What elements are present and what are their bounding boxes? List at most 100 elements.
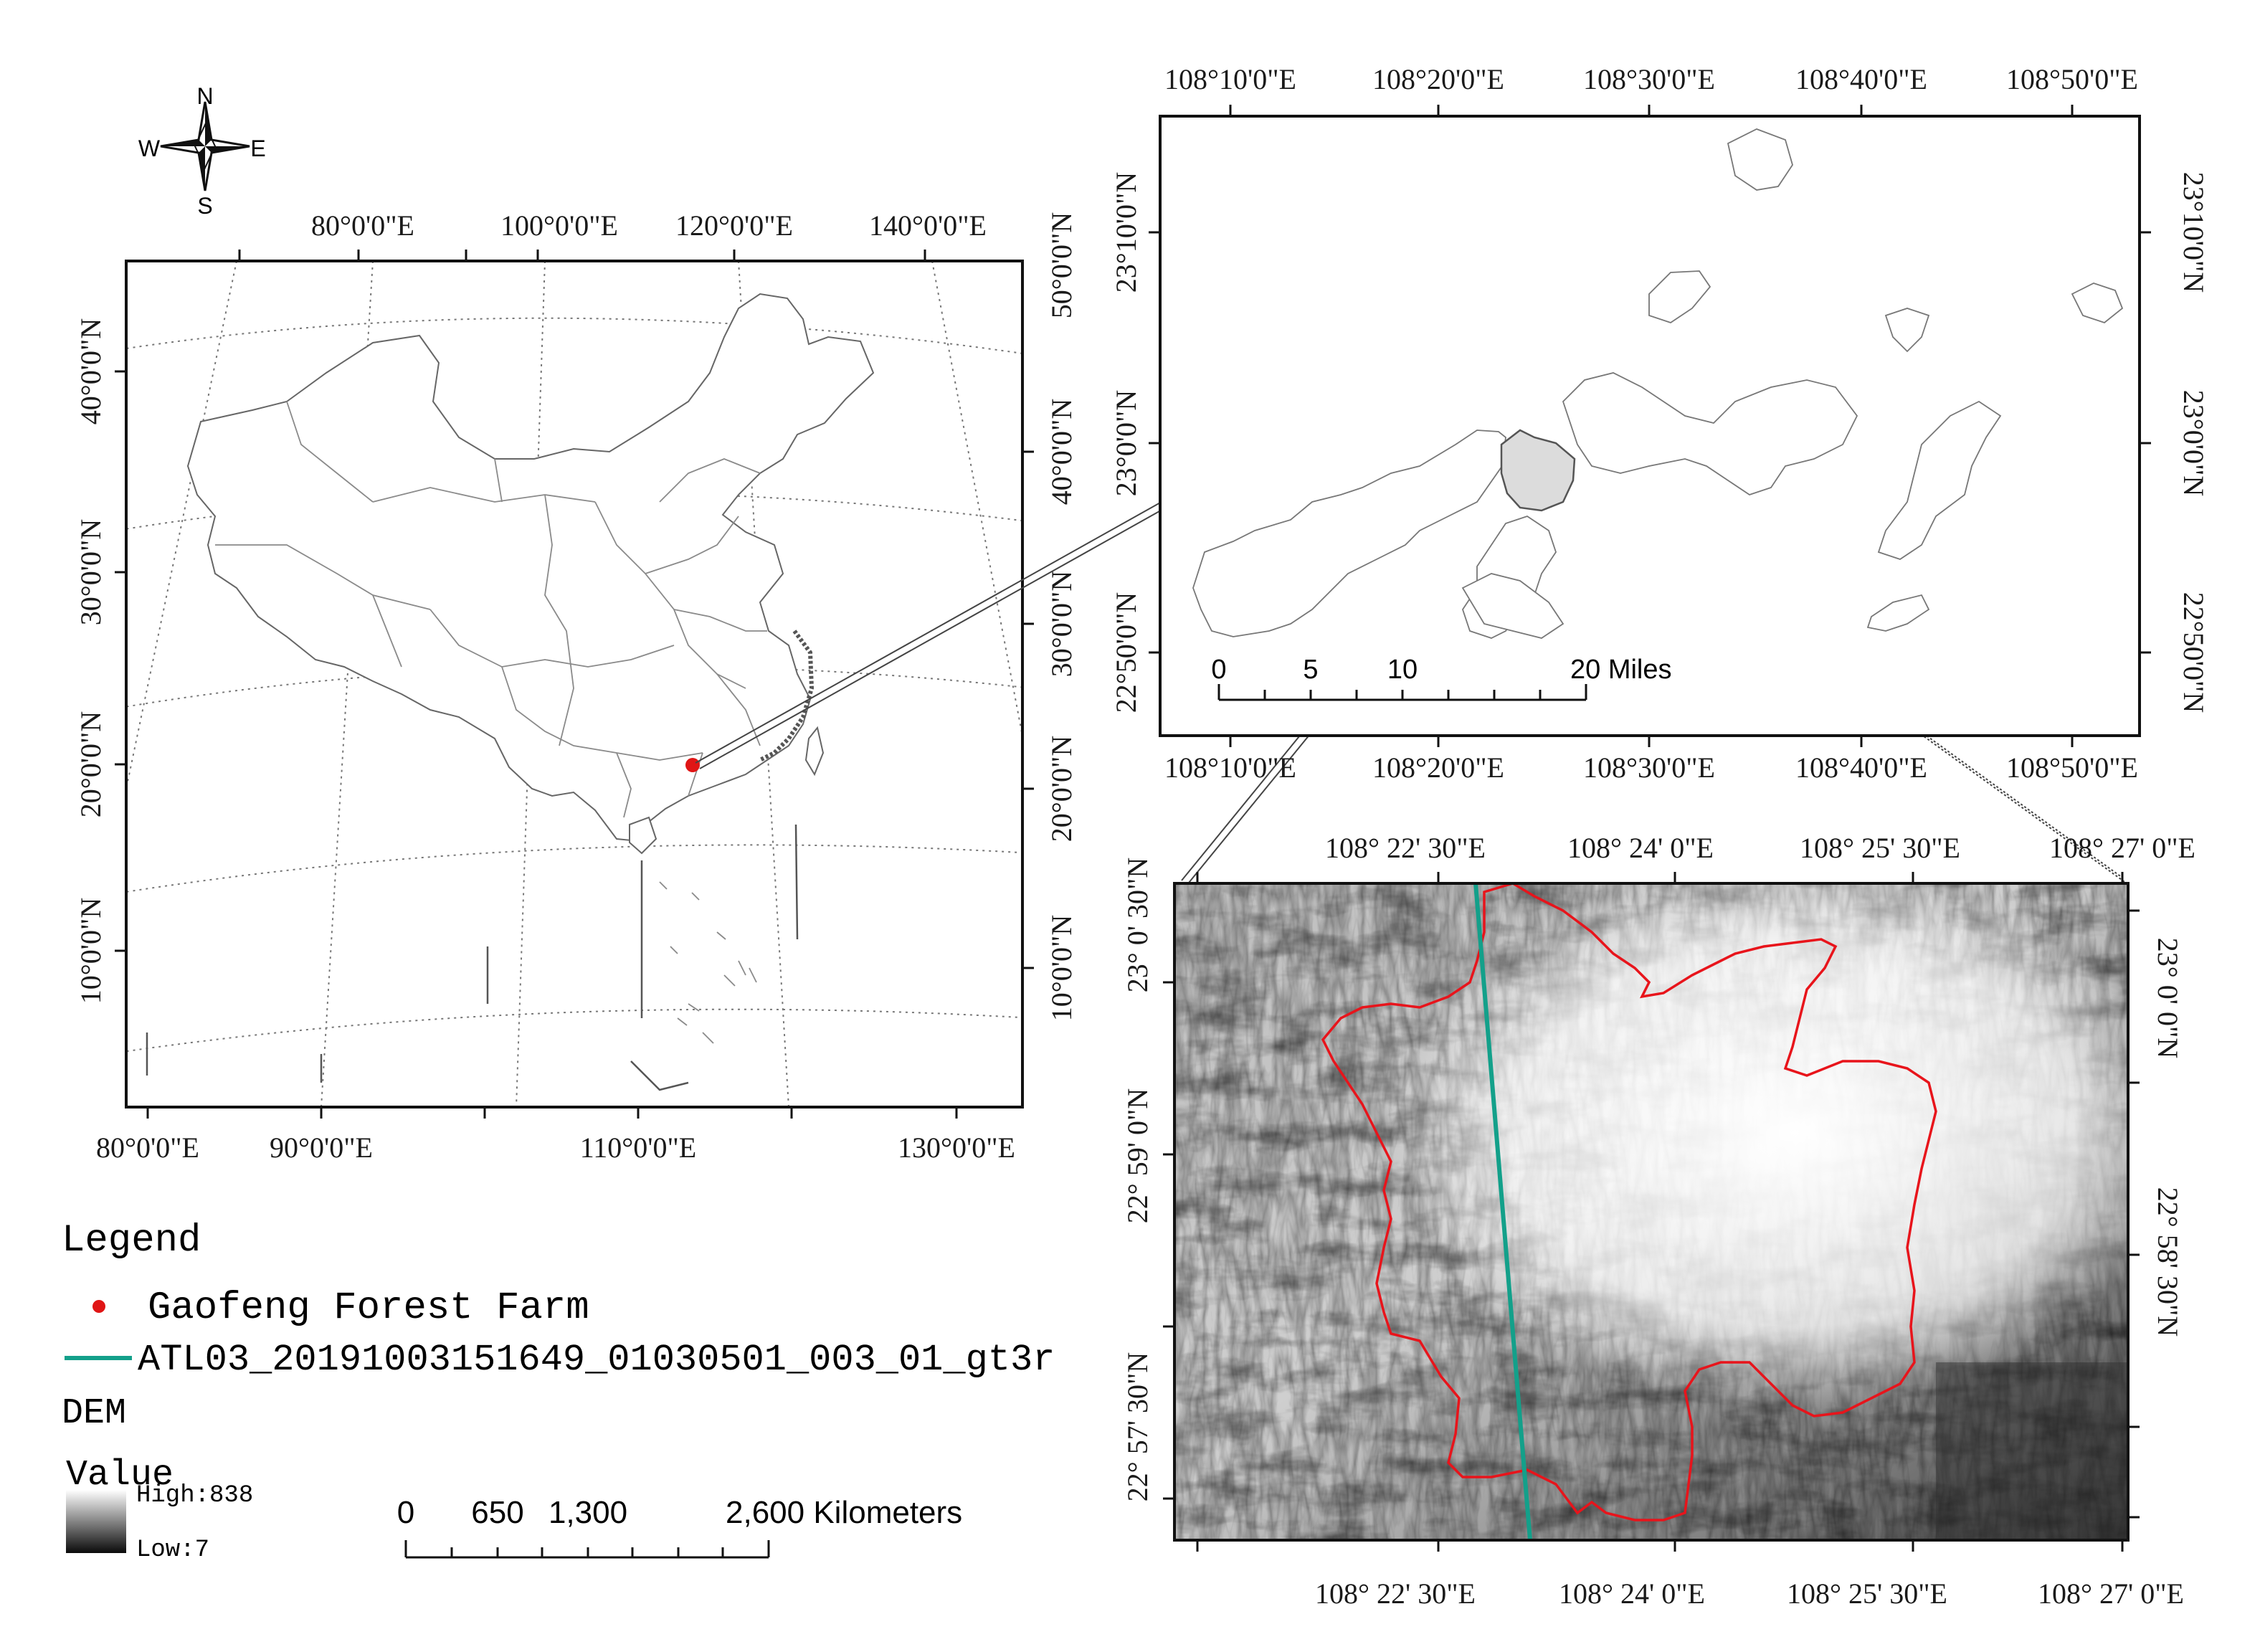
dem-bottom-tick-label: 108° 25' 30"E xyxy=(1787,1577,1947,1610)
compass-rose-icon xyxy=(160,101,250,191)
county-top-tick-label: 108°40'0"E xyxy=(1795,63,1927,95)
overview-map: 80°0'0"E 100°0'0"E 120°0'0"E 140°0'0"E 8… xyxy=(75,209,1078,1164)
overview-right-tick-label: 20°0'0"N xyxy=(1045,736,1078,842)
km-scale-label: 650 xyxy=(471,1495,523,1530)
farm-legend-label: Gaofeng Forest Farm xyxy=(148,1286,589,1330)
overview-bottom-tick-label: 110°0'0"E xyxy=(580,1131,696,1164)
county-bottom-tick-label: 108°20'0"E xyxy=(1372,751,1504,784)
overview-bottom-tick-label: 90°0'0"E xyxy=(270,1131,373,1164)
overview-bottom-tick-label: 80°0'0"E xyxy=(96,1131,199,1164)
county-tick-marks xyxy=(1149,105,2151,747)
coastline-detail xyxy=(759,630,815,762)
miles-scale-label: 5 xyxy=(1303,655,1318,685)
value-legend-title: Value xyxy=(66,1455,174,1496)
dem-bottom-tick-label: 108° 27' 0"E xyxy=(2038,1577,2184,1610)
dem-left-tick-label: 23° 0' 30"N xyxy=(1121,858,1154,992)
county-region-north-b xyxy=(1648,270,1711,323)
dem-raster xyxy=(1174,883,2128,1540)
county-bottom-tick-label: 108°50'0"E xyxy=(2006,751,2138,784)
km-scale-label: 2,600 Kilometers xyxy=(726,1495,962,1530)
overview-left-tick-label: 40°0'0"N xyxy=(75,318,107,424)
county-region-north-a xyxy=(1727,128,1793,191)
overview-top-tick-label: 120°0'0"E xyxy=(675,209,793,242)
dem-legend-title: DEM xyxy=(62,1393,126,1434)
overview-top-tick-label: 100°0'0"E xyxy=(500,209,618,242)
overview-right-tick-label: 40°0'0"N xyxy=(1045,399,1078,505)
dem-left-tick-label: 22° 57' 30"N xyxy=(1121,1352,1154,1501)
dem-right-tick-label: 23° 0' 0"N xyxy=(2152,938,2184,1058)
county-bottom-tick-label: 108°30'0"E xyxy=(1583,751,1715,784)
miles-scale-label: 10 xyxy=(1387,655,1418,685)
county-top-tick-label: 108°10'0"E xyxy=(1164,63,1296,95)
gaofeng-county-highlight xyxy=(1500,429,1576,512)
county-region-northeast xyxy=(1562,372,1858,495)
compass-south-label: S xyxy=(197,193,212,219)
county-polygons xyxy=(1192,128,2124,639)
county-top-tick-label: 108°30'0"E xyxy=(1583,63,1715,95)
county-region-southeast xyxy=(1866,594,1930,632)
km-scale-label: 0 xyxy=(397,1495,414,1530)
dem-top-tick-label: 108° 25' 30"E xyxy=(1800,832,1960,864)
china-outline xyxy=(146,293,875,1091)
county-top-tick-label: 108°20'0"E xyxy=(1372,63,1504,95)
dem-low-label: Low:7 xyxy=(136,1537,209,1564)
farm-point-legend-swatch xyxy=(92,1300,105,1313)
overview-tick-marks xyxy=(115,250,1034,1119)
county-right-tick-label: 23°10'0"N xyxy=(2178,172,2210,293)
dem-top-tick-label: 108° 24' 0"E xyxy=(1567,832,1714,864)
overview-right-tick-label: 50°0'0"N xyxy=(1045,212,1078,318)
china-mainland-shape xyxy=(186,293,875,842)
county-bottom-tick-label: 108°40'0"E xyxy=(1795,751,1927,784)
kilometer-scale-bar: 0 650 1,300 2,600 Kilometers xyxy=(397,1495,962,1559)
province-boundaries xyxy=(215,401,767,818)
dem-right-tick-label: 22° 58' 30"N xyxy=(2152,1187,2184,1337)
gaofeng-farm-boundary xyxy=(1321,882,1937,1522)
overview-right-tick-label: 30°0'0"N xyxy=(1045,571,1078,677)
dem-bottom-tick-label: 108° 22' 30"E xyxy=(1315,1577,1476,1610)
nine-dash-line xyxy=(146,824,799,1091)
icesat-track-line xyxy=(1473,883,1532,1541)
overview-left-tick-label: 30°0'0"N xyxy=(75,519,107,625)
county-right-tick-label: 22°50'0"N xyxy=(2178,592,2210,713)
overview-map-frame xyxy=(125,260,1024,1109)
county-map: 108°10'0"E 108°20'0"E 108°30'0"E 108°40'… xyxy=(1110,63,2210,784)
dem-color-ramp xyxy=(66,1490,126,1553)
legend: Legend Gaofeng Forest Farm ATL03_2019100… xyxy=(62,1219,1055,1564)
county-left-tick-label: 22°50'0"N xyxy=(1110,592,1142,713)
overview-right-tick-label: 10°0'0"N xyxy=(1045,915,1078,1021)
dem-tick-marks xyxy=(1163,872,2140,1552)
county-top-tick-label: 108°50'0"E xyxy=(2006,63,2138,95)
miles-scale-bar: 0 5 10 20 Miles xyxy=(1211,655,1672,701)
dem-high-label: High:838 xyxy=(136,1482,253,1509)
compass-east-label: E xyxy=(250,136,265,161)
county-region-north-d xyxy=(2071,283,2124,324)
overview-left-tick-label: 20°0'0"N xyxy=(75,711,107,817)
county-left-tick-label: 23°10'0"N xyxy=(1110,172,1142,293)
north-arrow-compass: N S E W xyxy=(138,83,266,219)
miles-scale-label: 0 xyxy=(1211,655,1226,685)
compass-west-label: W xyxy=(138,136,161,161)
south-china-sea-islands xyxy=(659,881,757,1044)
dem-map: 108° 22' 30"E 108° 24' 0"E 108° 25' 30"E… xyxy=(1121,832,2195,1610)
overview-top-tick-label: 80°0'0"E xyxy=(311,209,414,242)
legend-title: Legend xyxy=(62,1219,201,1263)
dem-map-frame xyxy=(1173,882,2130,1542)
hainan-island xyxy=(629,816,657,855)
overview-left-tick-label: 10°0'0"N xyxy=(75,898,107,1004)
taiwan-island xyxy=(804,726,825,777)
miles-scale-label: 20 Miles xyxy=(1570,655,1672,685)
km-scale-label: 1,300 xyxy=(549,1495,627,1530)
gaofeng-farm-location-marker xyxy=(685,758,700,772)
county-left-tick-label: 23°0'0"N xyxy=(1110,390,1142,496)
county-region-east xyxy=(1877,400,2002,560)
county-right-tick-label: 23°0'0"N xyxy=(2178,390,2210,496)
county-region-north-c xyxy=(1884,308,1930,353)
dem-top-tick-label: 108° 22' 30"E xyxy=(1325,832,1486,864)
track-legend-label: ATL03_20191003151649_01030501_003_01_gt3… xyxy=(138,1339,1055,1381)
compass-north-label: N xyxy=(196,83,213,109)
dem-left-tick-label: 22° 59' 0"N xyxy=(1121,1088,1154,1223)
county-bottom-tick-label: 108°10'0"E xyxy=(1164,751,1296,784)
overview-top-tick-label: 140°0'0"E xyxy=(869,209,987,242)
county-region-south xyxy=(1461,573,1565,639)
